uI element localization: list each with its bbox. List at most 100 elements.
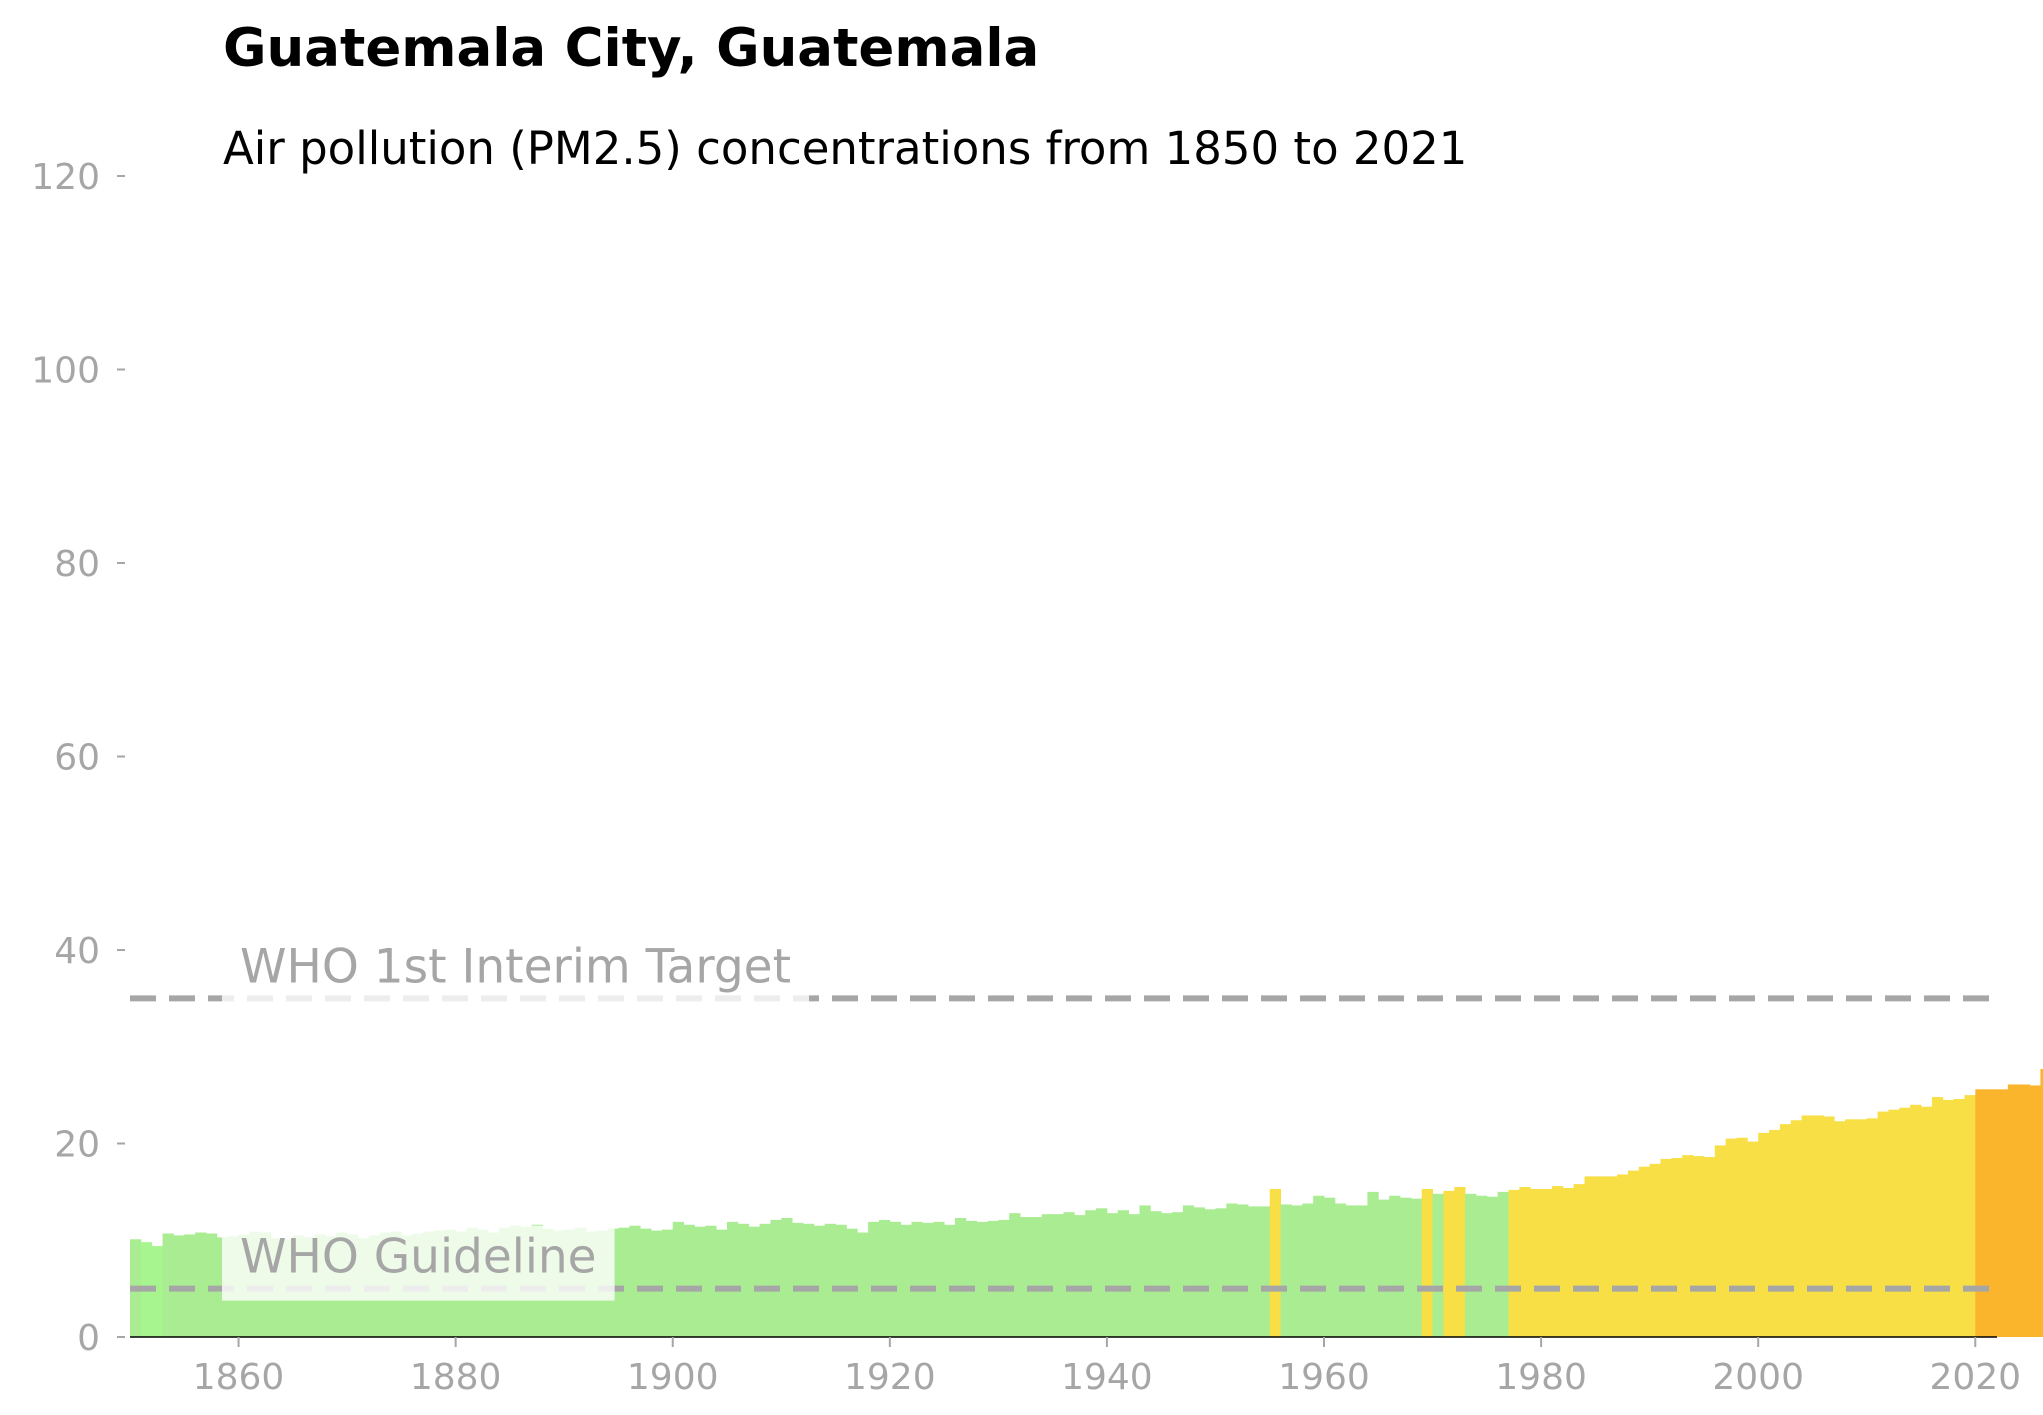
bar-1934: [1041, 1214, 1054, 1337]
y-tick-label-0: 0: [77, 1318, 100, 1359]
bar-1912: [802, 1223, 815, 1337]
bar-1980: [1541, 1188, 1553, 1337]
bar-1971: [1443, 1190, 1455, 1337]
y-tick-label-120: 120: [31, 157, 100, 198]
bar-1952: [1237, 1204, 1249, 1337]
bar-1972: [1454, 1187, 1466, 1337]
bar-1946: [1172, 1212, 1184, 1337]
bar-1975: [1486, 1196, 1499, 1337]
bar-1998: [1736, 1137, 1748, 1337]
bar-1986: [1606, 1176, 1618, 1337]
bar-1982: [1562, 1188, 1575, 1337]
bar-1989: [1638, 1166, 1651, 1337]
bar-1936: [1063, 1212, 1075, 1337]
bar-1903: [705, 1225, 717, 1337]
bar-2026: [2040, 1069, 2043, 1337]
bar-1991: [1660, 1158, 1672, 1337]
bar-1988: [1627, 1170, 1640, 1337]
bar-1906: [737, 1223, 750, 1337]
x-tick-label-1900: 1900: [627, 1357, 719, 1398]
bar-1953: [1248, 1206, 1260, 1337]
bar-1992: [1671, 1158, 1683, 1337]
x-tick-label-2000: 2000: [1712, 1357, 1804, 1398]
x-tick-label-1940: 1940: [1061, 1357, 1153, 1398]
bar-1990: [1649, 1163, 1661, 1337]
bar-1981: [1551, 1186, 1564, 1337]
bar-2018: [1953, 1098, 1965, 1337]
bar-1954: [1258, 1206, 1271, 1337]
bar-1905: [727, 1221, 739, 1337]
bar-1937: [1074, 1215, 1086, 1337]
bar-1963: [1356, 1205, 1368, 1337]
bar-1993: [1682, 1155, 1694, 1337]
bar-1947: [1182, 1205, 1195, 1337]
bar-1957: [1291, 1205, 1303, 1337]
bar-1914: [824, 1223, 836, 1337]
bar-2017: [1942, 1099, 1954, 1337]
bar-2008: [1845, 1119, 1857, 1337]
bar-1958: [1302, 1203, 1314, 1337]
bar-2023: [2007, 1084, 2020, 1337]
bar-2000: [1758, 1132, 1770, 1337]
bar-2006: [1823, 1116, 1835, 1337]
bar-1909: [770, 1219, 782, 1337]
x-tick-label-1920: 1920: [844, 1357, 936, 1398]
bar-1942: [1128, 1214, 1140, 1337]
chart-title: Guatemala City, Guatemala: [223, 18, 1040, 79]
bar-1904: [716, 1229, 728, 1337]
bar-1948: [1193, 1207, 1206, 1337]
bar-1968: [1410, 1198, 1423, 1337]
bar-1995: [1703, 1157, 1716, 1337]
bar-1920: [889, 1221, 902, 1337]
bar-1961: [1334, 1203, 1347, 1337]
bar-1994: [1693, 1156, 1705, 1337]
bar-1925: [944, 1224, 956, 1337]
y-tick-label-40: 40: [54, 931, 100, 972]
bar-1852: [151, 1246, 163, 1337]
bar-1987: [1617, 1174, 1629, 1337]
bar-2003: [1790, 1120, 1803, 1337]
bar-1949: [1204, 1209, 1216, 1337]
bar-1938: [1085, 1210, 1097, 1337]
threshold-label-0: WHO Guideline: [240, 1230, 597, 1285]
chart-subtitle: Air pollution (PM2.5) concentrations fro…: [223, 122, 1468, 175]
bar-2013: [1899, 1107, 1911, 1337]
x-tick-label-1860: 1860: [193, 1357, 285, 1398]
bar-2024: [2018, 1084, 2030, 1337]
bar-1932: [1020, 1217, 1032, 1337]
bar-1944: [1150, 1211, 1162, 1337]
bar-1933: [1030, 1217, 1043, 1337]
bar-1898: [651, 1230, 663, 1337]
x-tick-label-1980: 1980: [1495, 1357, 1587, 1398]
bar-1923: [922, 1222, 934, 1337]
bar-1911: [792, 1222, 804, 1337]
bar-1978: [1519, 1187, 1531, 1337]
bar-1996: [1714, 1145, 1727, 1337]
bar-2025: [2029, 1085, 2041, 1337]
bar-1941: [1117, 1210, 1130, 1337]
threshold-label-bg-1: [222, 935, 810, 1011]
bar-1907: [748, 1226, 760, 1337]
axes-group: 0 20 40 60 80 100 120 1860 1880 1900 1920 1940 1960 1…: [31, 157, 2021, 1398]
bar-1973: [1465, 1193, 1477, 1337]
bar-1999: [1747, 1141, 1759, 1337]
bar-1997: [1725, 1138, 1737, 1337]
bar-1979: [1530, 1188, 1542, 1337]
bar-1985: [1595, 1176, 1607, 1337]
bar-1950: [1215, 1208, 1227, 1337]
bar-2011: [1877, 1111, 1889, 1337]
bar-1900: [672, 1221, 684, 1337]
bar-1924: [933, 1221, 945, 1337]
x-tick-label-1880: 1880: [410, 1357, 502, 1398]
x-tick-label-1960: 1960: [1278, 1357, 1370, 1398]
bar-1895: [618, 1227, 630, 1337]
bar-2012: [1888, 1109, 1900, 1337]
bar-1960: [1324, 1197, 1336, 1337]
bar-1908: [759, 1223, 771, 1337]
bar-1913: [813, 1225, 826, 1337]
bar-1899: [661, 1229, 674, 1337]
bar-1940: [1106, 1213, 1119, 1337]
bar-1921: [900, 1224, 912, 1337]
bar-1902: [694, 1226, 706, 1337]
